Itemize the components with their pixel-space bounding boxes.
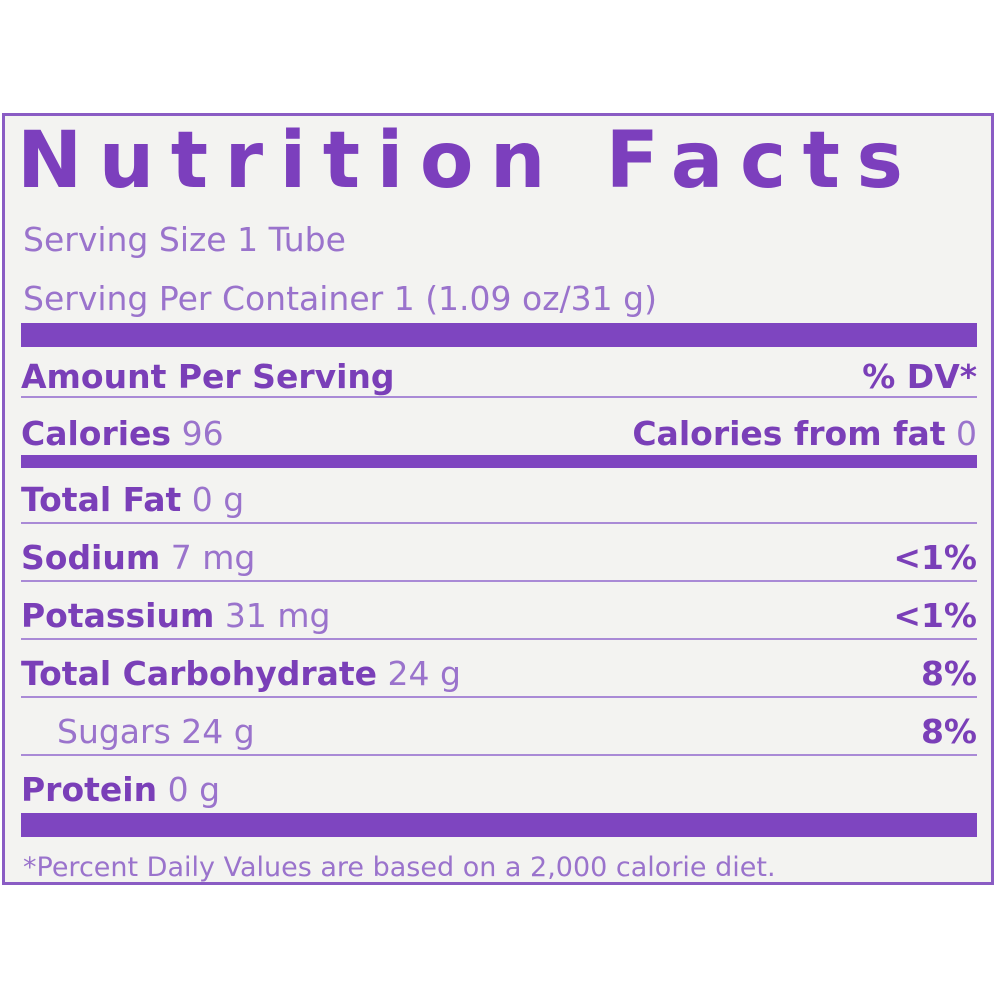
nutrient-name-group: Sodium 7 mg — [21, 541, 255, 574]
nutrient-name-group: Potassium 31 mg — [21, 599, 330, 632]
medium-divider — [21, 455, 977, 468]
nutrient-amount: 24 g — [387, 653, 461, 693]
nutrient-dv: 8% — [920, 653, 977, 693]
dv-header: % DV* — [862, 356, 977, 396]
row-divider — [21, 638, 977, 640]
nutrient-amount: 7 mg — [170, 537, 256, 577]
panel-title: Nutrition Facts — [17, 116, 920, 206]
nutrient-row-total-fat: Total Fat 0 g — [21, 477, 977, 521]
servings-per-container: Serving Per Container 1 (1.09 oz/31 g) — [23, 279, 657, 318]
row-divider — [21, 522, 977, 524]
nutrient-label: Potassium — [21, 595, 215, 635]
nutrient-label: Sugars 24 g — [57, 711, 255, 751]
nutrient-amount: 0 g — [191, 479, 245, 519]
serving-size: Serving Size 1 Tube — [23, 220, 346, 259]
nutrient-row-sugars: Sugars 24 g 8% — [21, 709, 977, 753]
row-divider — [21, 396, 977, 398]
nutrient-name-group: Total Carbohydrate 24 g — [21, 657, 461, 690]
nutrient-amount: 0 g — [167, 769, 221, 809]
calories-row: Calories 96 Calories from fat 0 — [21, 413, 977, 453]
calories-from-fat-value: 0 — [956, 413, 977, 453]
thick-divider — [21, 323, 977, 347]
amount-per-serving-label: Amount Per Serving — [21, 356, 395, 396]
calories-from-fat-label: Calories from fat — [632, 413, 946, 453]
nutrient-label: Sodium — [21, 537, 161, 577]
nutrient-dv: <1% — [893, 595, 977, 635]
nutrient-label: Protein — [21, 769, 158, 809]
nutrient-name-group: Total Fat 0 g — [21, 483, 244, 516]
calories-label: Calories — [21, 413, 172, 453]
row-divider — [21, 754, 977, 756]
calories-group: Calories 96 — [21, 417, 224, 450]
nutrient-name-group: Protein 0 g — [21, 773, 220, 806]
nutrient-row-protein: Protein 0 g — [21, 767, 977, 811]
nutrient-label: Total Fat — [21, 479, 182, 519]
nutrient-dv: <1% — [893, 537, 977, 577]
calories-from-fat-group: Calories from fat 0 — [632, 417, 977, 450]
amount-per-serving-row: Amount Per Serving % DV* — [21, 356, 977, 396]
row-divider — [21, 580, 977, 582]
thick-divider — [21, 813, 977, 837]
nutrient-row-sodium: Sodium 7 mg <1% — [21, 535, 977, 579]
nutrient-name-group: Sugars 24 g — [21, 715, 255, 748]
nutrient-amount: 31 mg — [224, 595, 331, 635]
nutrient-row-potassium: Potassium 31 mg <1% — [21, 593, 977, 637]
nutrient-label: Total Carbohydrate — [21, 653, 378, 693]
row-divider — [21, 696, 977, 698]
nutrient-row-total-carbohydrate: Total Carbohydrate 24 g 8% — [21, 651, 977, 695]
nutrition-facts-panel: Nutrition Facts Serving Size 1 Tube Serv… — [2, 113, 994, 885]
footnote: *Percent Daily Values are based on a 2,0… — [23, 852, 776, 883]
calories-value: 96 — [181, 413, 224, 453]
nutrient-dv: 8% — [920, 711, 977, 751]
